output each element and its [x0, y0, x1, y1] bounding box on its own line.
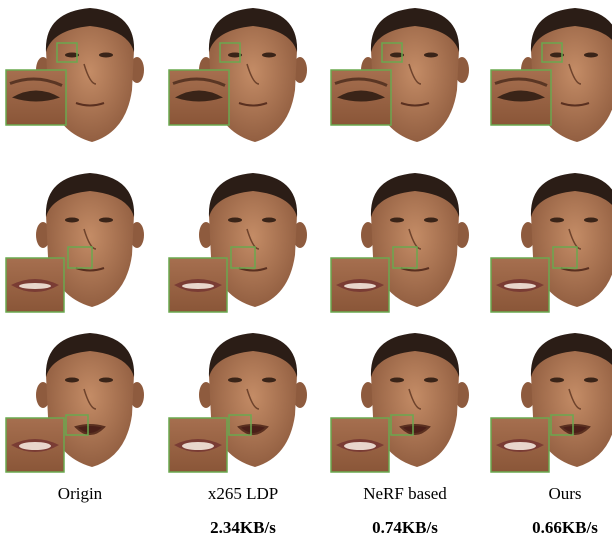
column-label: Ours: [548, 484, 581, 503]
eye: [550, 218, 564, 223]
face-panel: [169, 333, 307, 472]
eye: [99, 378, 113, 383]
eye: [228, 378, 242, 383]
face-panel: [331, 173, 469, 312]
face-panel: [6, 8, 144, 142]
eye: [262, 378, 276, 383]
face-panel: [169, 173, 307, 312]
eye: [584, 378, 598, 383]
face-panel: [491, 8, 612, 142]
labels: Origin x265 LDP 2.34KB/s NeRF based 0.74KB/s…: [58, 484, 598, 537]
face-panel: [491, 333, 612, 472]
face-panel: [169, 8, 307, 142]
figure: Origin x265 LDP 2.34KB/s NeRF based 0.74KB/s…: [0, 0, 612, 540]
bitrate-label: 0.66KB/s: [532, 518, 598, 537]
bitrate-label: 2.34KB/s: [210, 518, 276, 537]
eye: [390, 218, 404, 223]
eye: [550, 378, 564, 383]
eye: [228, 218, 242, 223]
face-panel: [6, 333, 144, 472]
column-label: NeRF based: [363, 484, 447, 503]
face-panel: [331, 8, 469, 142]
eye: [424, 53, 438, 58]
bitrate-label: 0.74KB/s: [372, 518, 438, 537]
zoom-teeth: [504, 442, 536, 450]
face-panel: [491, 173, 612, 312]
zoom-teeth: [504, 283, 536, 289]
face-panel: [6, 173, 144, 312]
page: Origin x265 LDP 2.34KB/s NeRF based 0.74KB/s…: [0, 0, 612, 540]
eye: [99, 218, 113, 223]
eye: [65, 218, 79, 223]
eye: [99, 53, 113, 58]
column-label: x265 LDP: [208, 484, 278, 503]
eye: [584, 53, 598, 58]
zoom-teeth: [19, 283, 51, 289]
eye: [262, 218, 276, 223]
zoom-teeth: [344, 442, 376, 450]
face-grid: [6, 8, 612, 472]
eye: [584, 218, 598, 223]
zoom-teeth: [182, 283, 214, 289]
eye: [424, 378, 438, 383]
eye: [262, 53, 276, 58]
column-label: Origin: [58, 484, 103, 503]
eye: [390, 378, 404, 383]
zoom-teeth: [344, 283, 376, 289]
eye: [65, 378, 79, 383]
eye: [424, 218, 438, 223]
zoom-teeth: [182, 442, 214, 450]
face-panel: [331, 333, 469, 472]
zoom-teeth: [19, 442, 51, 450]
